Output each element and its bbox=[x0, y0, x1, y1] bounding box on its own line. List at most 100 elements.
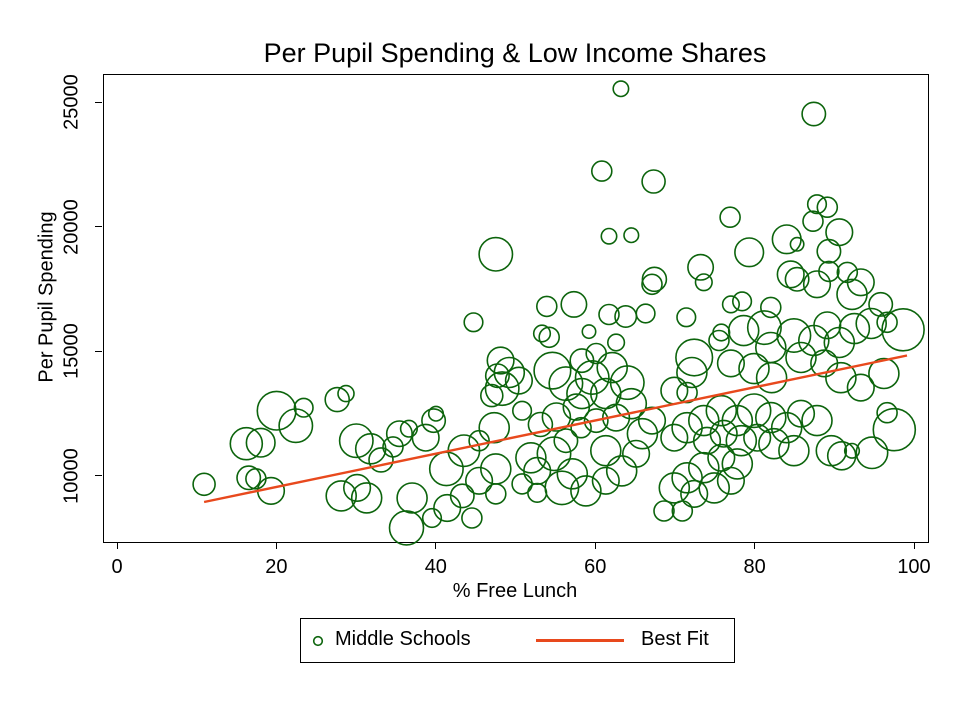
scatter-bubble bbox=[512, 400, 533, 421]
scatter-bubble bbox=[802, 210, 824, 232]
x-axis-tick-label: 40 bbox=[424, 556, 447, 578]
scatter-bubble bbox=[806, 194, 828, 215]
scatter-bubble bbox=[612, 80, 630, 98]
scatter-bubble bbox=[855, 436, 889, 470]
scatter-bubble bbox=[421, 408, 447, 434]
scatter-bubble bbox=[826, 440, 857, 471]
scatter-bubble bbox=[705, 394, 738, 427]
scatter-bubble bbox=[479, 383, 504, 408]
scatter-bubble bbox=[731, 291, 753, 312]
scatter-bubble bbox=[660, 376, 689, 405]
scatter-bubble bbox=[461, 507, 483, 529]
scatter-bubble bbox=[687, 253, 715, 281]
scatter-bubble bbox=[676, 381, 698, 404]
x-axis-tick-label: 100 bbox=[897, 556, 931, 578]
scatter-bubble bbox=[692, 426, 722, 455]
scatter-bubble bbox=[637, 406, 667, 435]
scatter-bubble bbox=[716, 466, 746, 495]
scatter-bubble bbox=[719, 206, 741, 228]
scatter-bubble bbox=[641, 266, 668, 293]
scatter-bubble bbox=[641, 169, 666, 194]
x-axis-tick-mark bbox=[754, 542, 756, 549]
y-axis-tick-mark bbox=[95, 101, 102, 103]
scatter-bubble bbox=[411, 423, 440, 452]
scatter-bubble bbox=[396, 482, 428, 514]
scatter-bubble bbox=[484, 371, 520, 407]
scatter-bubble bbox=[515, 441, 547, 474]
chart-title: Per Pupil Spending & Low Income Shares bbox=[263, 38, 767, 68]
scatter-bubble bbox=[504, 366, 534, 395]
scatter-bubble bbox=[245, 427, 276, 458]
scatter-bubble bbox=[533, 351, 572, 390]
scatter-bubble bbox=[609, 365, 645, 401]
legend-circle-marker-icon bbox=[312, 635, 324, 647]
scatter-bubble bbox=[338, 423, 374, 459]
scatter-bubble bbox=[771, 224, 802, 255]
scatter-bubble bbox=[478, 236, 514, 272]
scatter-bubble bbox=[855, 307, 888, 340]
scatter-bubble bbox=[433, 493, 462, 523]
y-axis-tick-label: 15000 bbox=[60, 323, 83, 380]
scatter-bubble bbox=[591, 466, 620, 495]
scatter-bubble bbox=[818, 260, 840, 283]
scatter-bubble bbox=[721, 448, 754, 480]
scatter-bubble bbox=[815, 434, 848, 467]
legend: Middle Schools Best Fit bbox=[300, 618, 735, 663]
scatter-bubble bbox=[881, 308, 925, 352]
scatter-bubble bbox=[325, 480, 357, 512]
scatter-bubble bbox=[556, 457, 589, 490]
scatter-bubble bbox=[816, 238, 842, 264]
scatter-bubble bbox=[721, 295, 741, 314]
scatter-plot-svg bbox=[192, 80, 925, 546]
scatter-bubble bbox=[293, 397, 314, 418]
scatter-bubble bbox=[675, 338, 714, 377]
scatter-bubble bbox=[486, 346, 515, 375]
legend-line-marker-icon bbox=[536, 639, 624, 642]
scatter-bubble bbox=[776, 318, 812, 354]
legend-label-middle-schools: Middle Schools bbox=[335, 628, 471, 650]
scatter-bubble bbox=[801, 404, 833, 437]
scatter-bubble bbox=[598, 303, 620, 326]
y-axis-tick-label: 10000 bbox=[60, 448, 83, 504]
scatter-bubble bbox=[553, 428, 579, 454]
scatter-bubble bbox=[660, 423, 689, 452]
scatter-bubble bbox=[527, 411, 554, 438]
scatter-bubble bbox=[511, 473, 533, 495]
y-axis-tick-mark bbox=[95, 226, 102, 228]
scatter-bubble bbox=[236, 465, 262, 491]
x-axis-tick-mark bbox=[435, 542, 437, 549]
scatter-bubble bbox=[385, 420, 413, 448]
scatter-bubble bbox=[484, 363, 510, 389]
scatter-bubble bbox=[574, 359, 610, 395]
scatter-bubble bbox=[823, 326, 856, 359]
scatter-bubble bbox=[635, 303, 656, 324]
y-axis-tick-mark bbox=[95, 475, 102, 477]
scatter-bubble bbox=[245, 467, 267, 490]
scatter-bubble bbox=[535, 295, 558, 318]
scatter-bubble bbox=[623, 227, 640, 244]
scatter-bubble bbox=[759, 296, 782, 319]
scatter-bubble bbox=[770, 411, 803, 444]
scatter-bubble bbox=[621, 439, 651, 468]
scatter-bubble bbox=[538, 326, 561, 349]
scatter-bubble bbox=[746, 310, 782, 346]
scatter-bubble bbox=[825, 218, 854, 247]
scatter-bubble bbox=[428, 451, 464, 487]
scatter-bubble bbox=[536, 436, 572, 472]
scatter-bubble bbox=[676, 307, 697, 328]
x-axis-tick-label: 60 bbox=[584, 556, 607, 578]
scatter-bubble bbox=[527, 482, 548, 504]
scatter-bubble bbox=[596, 351, 629, 384]
scatter-bubble bbox=[716, 349, 746, 378]
scatter-bubble bbox=[583, 408, 609, 434]
scatter-bubble bbox=[868, 291, 894, 317]
scatter-bubble bbox=[256, 390, 297, 431]
scatter-bubble bbox=[725, 424, 758, 457]
scatter-bubble bbox=[778, 434, 810, 467]
scatter-bubble bbox=[570, 475, 602, 507]
scatter-bubble bbox=[754, 401, 787, 434]
scatter-bubble bbox=[736, 393, 772, 429]
scatter-bubble bbox=[802, 270, 832, 299]
scatter-bubble bbox=[641, 273, 663, 296]
